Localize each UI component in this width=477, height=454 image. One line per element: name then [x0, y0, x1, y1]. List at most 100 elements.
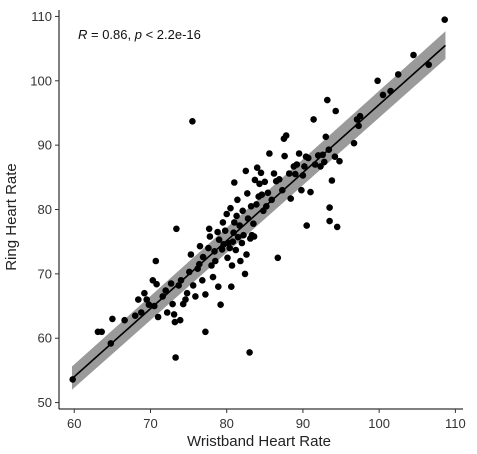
- data-point: [228, 262, 236, 269]
- data-point: [241, 270, 249, 278]
- p-label: p: [134, 27, 142, 42]
- data-point: [307, 188, 314, 196]
- data-point: [303, 222, 311, 229]
- data-point: [293, 161, 301, 168]
- data-point: [159, 293, 166, 300]
- data-point: [239, 207, 246, 215]
- data-point: [176, 316, 184, 324]
- data-point: [331, 153, 339, 160]
- data-point: [169, 300, 176, 308]
- data-point: [208, 262, 215, 269]
- y-tick-label: 70: [38, 266, 52, 281]
- data-point: [336, 157, 343, 165]
- data-point: [326, 217, 333, 225]
- data-point: [379, 91, 387, 99]
- data-point: [69, 376, 76, 383]
- data-point: [305, 154, 312, 162]
- data-point: [138, 309, 145, 316]
- data-point: [292, 170, 299, 178]
- data-point: [232, 246, 240, 254]
- data-point: [202, 291, 209, 298]
- axes-layer: 60 70 80 90 100 110 50 60 70 80 90 100 110: [30, 9, 465, 431]
- data-point: [182, 296, 189, 303]
- data-point: [246, 349, 253, 356]
- points-layer: [69, 16, 449, 383]
- data-point: [172, 354, 179, 361]
- data-point: [242, 167, 250, 175]
- data-point: [234, 196, 241, 204]
- data-point: [162, 287, 169, 294]
- data-point: [425, 61, 433, 68]
- data-point: [199, 253, 207, 261]
- data-point: [202, 328, 209, 336]
- x-tick-label: 90: [296, 416, 310, 431]
- data-point: [143, 296, 150, 303]
- data-point: [253, 164, 261, 171]
- x-tick-label: 100: [368, 416, 390, 431]
- data-point: [282, 132, 290, 139]
- data-point: [230, 229, 237, 236]
- r-label: R: [78, 27, 87, 42]
- data-point: [167, 280, 175, 287]
- data-point: [332, 107, 340, 115]
- x-tick-label: 70: [143, 416, 157, 431]
- data-point: [274, 254, 282, 262]
- data-point: [281, 152, 288, 160]
- data-point: [244, 190, 251, 197]
- data-point: [229, 238, 237, 245]
- data-point: [224, 254, 231, 262]
- data-point: [170, 311, 178, 318]
- data-point: [215, 236, 223, 243]
- data-point: [298, 186, 305, 194]
- data-point: [221, 227, 229, 234]
- data-point: [228, 283, 235, 291]
- data-point: [237, 257, 244, 265]
- data-point: [218, 246, 226, 253]
- data-point: [227, 204, 234, 212]
- data-point: [256, 180, 263, 188]
- y-axis-title: Ring Heart Rate: [3, 163, 20, 271]
- correlation-annotation: R = 0.86, p < 2.2e-16: [78, 27, 201, 42]
- data-point: [189, 282, 197, 289]
- data-point: [206, 233, 214, 240]
- data-point: [356, 112, 364, 120]
- data-point: [266, 150, 273, 157]
- data-point: [187, 251, 195, 258]
- data-point: [326, 204, 333, 211]
- data-point: [175, 282, 182, 289]
- data-point: [333, 223, 341, 231]
- data-point: [205, 244, 212, 252]
- data-point: [234, 233, 242, 241]
- data-point: [192, 293, 199, 300]
- data-point: [131, 312, 139, 320]
- y-tick-label: 90: [38, 138, 52, 153]
- data-point: [317, 163, 324, 170]
- data-point: [287, 195, 295, 202]
- data-point: [270, 170, 278, 177]
- data-point: [394, 71, 402, 78]
- confidence-band-layer: [71, 31, 446, 390]
- data-point: [301, 163, 308, 170]
- y-tick-label: 80: [38, 202, 52, 217]
- y-tick-label: 60: [38, 331, 52, 346]
- data-point: [410, 51, 417, 59]
- data-point: [261, 178, 269, 186]
- data-point: [214, 228, 221, 236]
- data-point: [231, 219, 238, 226]
- data-point: [121, 316, 128, 324]
- data-point: [205, 225, 213, 233]
- confidence-band: [71, 31, 446, 390]
- data-point: [145, 301, 153, 309]
- data-point: [189, 118, 196, 125]
- y-tick-label: 110: [31, 9, 52, 24]
- data-point: [258, 191, 266, 198]
- data-point: [173, 225, 180, 233]
- regression-line: [71, 44, 447, 380]
- data-point: [285, 170, 293, 177]
- data-point: [196, 242, 204, 250]
- y-tick-label: 100: [30, 73, 52, 88]
- data-point: [217, 301, 224, 309]
- data-point: [240, 231, 247, 239]
- x-tick-label: 60: [67, 416, 81, 431]
